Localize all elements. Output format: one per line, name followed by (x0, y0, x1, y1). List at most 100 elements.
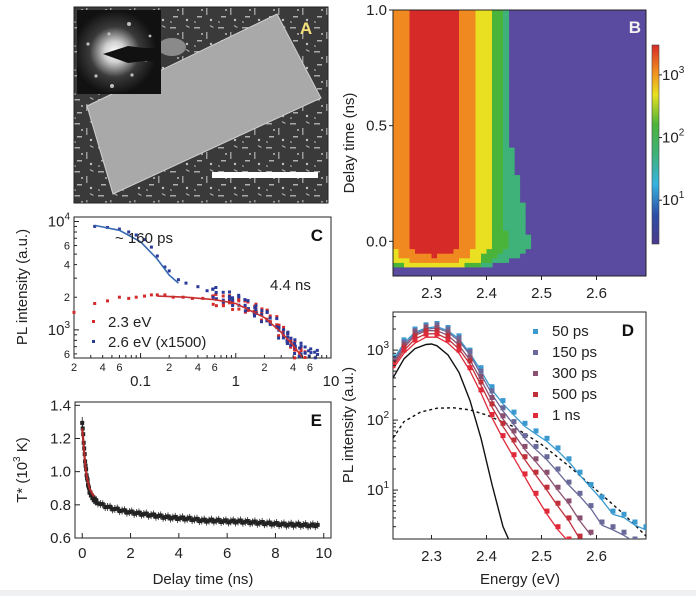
heatmap-cell (409, 243, 416, 250)
data-point-2-6ev (289, 336, 293, 340)
heatmap-cell (415, 257, 422, 263)
data-point-2-6ev (315, 348, 319, 352)
heatmap-cell (497, 147, 504, 153)
data-point-500-ps (467, 358, 473, 364)
heatmap-cell (420, 92, 427, 98)
heatmap-cell (404, 230, 411, 236)
heatmap-cell (459, 133, 466, 139)
data-point-2-6ev (253, 314, 256, 318)
data-point-300-ps (544, 469, 550, 475)
heatmap-cell (470, 253, 477, 259)
heatmap-cell (426, 55, 433, 62)
colorbar-tick-label: 101 (662, 190, 685, 209)
heatmap-cell (437, 133, 444, 139)
reference-curve-solid (393, 343, 510, 539)
heatmap-cell (431, 37, 438, 43)
heatmap-cell (486, 23, 493, 29)
data-point-2-6ev (297, 354, 301, 358)
heatmap-cell (453, 65, 460, 71)
heatmap-cell (437, 14, 444, 20)
data-point (178, 516, 183, 521)
heatmap-cell (514, 225, 521, 231)
heatmap-cell (393, 69, 400, 75)
heatmap-cell (497, 55, 504, 62)
heatmap-cell (481, 234, 488, 240)
heatmap-cell (486, 234, 493, 240)
heatmap-cell (503, 221, 510, 227)
heatmap-cell (398, 32, 405, 39)
heatmap-cell (448, 129, 455, 135)
data-point-150-ps (445, 326, 451, 332)
heatmap-cell (519, 211, 526, 217)
heatmap-cell (486, 97, 493, 103)
heatmap-cell (415, 106, 422, 112)
heatmap-cell (398, 110, 405, 117)
heatmap-cell (426, 143, 433, 149)
heatmap-cell (415, 83, 422, 89)
heatmap-cell (486, 184, 493, 190)
heatmap-cell (426, 83, 433, 89)
heatmap-cell (470, 147, 477, 153)
heatmap-cell (503, 101, 510, 107)
data-point (108, 504, 112, 509)
heatmap-cell (470, 248, 477, 254)
heatmap-cell (459, 211, 466, 217)
plot-frame-d (392, 311, 647, 540)
heatmap-cell (431, 78, 438, 84)
heatmap-cell (426, 46, 433, 52)
heatmap-cell (426, 170, 433, 176)
heatmap-cell (404, 165, 411, 172)
heatmap-cell (404, 156, 411, 162)
heatmap-cell (453, 120, 460, 126)
data-point (144, 511, 149, 516)
heatmap-cell (393, 101, 400, 107)
heatmap-cell (481, 202, 488, 208)
heatmap-cell (492, 14, 499, 20)
data-point-2-6ev (246, 299, 250, 303)
data-point-2-6ev (265, 311, 269, 314)
heatmap-cell (415, 69, 422, 75)
data-point-50-ps (621, 511, 627, 517)
heatmap-cell (470, 78, 477, 84)
data-point-2-6ev (309, 347, 313, 351)
heatmap-cell (415, 230, 422, 236)
data-point (211, 519, 216, 524)
heatmap-cell (448, 65, 455, 71)
bottom-strip (0, 590, 696, 596)
heatmap-cell (486, 101, 493, 107)
heatmap-cell (492, 42, 499, 48)
y-axis-title-d: PL intensity (a.u.) (340, 367, 357, 483)
heatmap-cell (486, 156, 493, 162)
data-point-1-ns (412, 337, 418, 343)
heatmap-cell (420, 69, 427, 75)
data-point-2-3ev (163, 293, 167, 297)
data-point (207, 518, 211, 523)
heatmap-cell (459, 28, 466, 34)
heatmap-cell (448, 138, 455, 144)
data-point-2-3ev (93, 302, 97, 305)
heatmap-cell (415, 32, 422, 39)
heatmap-cell (453, 193, 460, 199)
heatmap-cell (437, 37, 444, 43)
heatmap-cell (470, 65, 477, 71)
heatmap-cell (431, 239, 438, 245)
heatmap-cell (420, 60, 427, 66)
x-tick-label-b: 2.4 (476, 285, 497, 302)
heatmap-cell (404, 101, 411, 107)
data-point (291, 523, 296, 528)
data-point (228, 519, 233, 524)
heatmap-cell (404, 46, 411, 52)
heatmap-cell (459, 46, 466, 52)
heatmap-cell (442, 83, 449, 89)
heatmap-cell (431, 129, 438, 135)
heatmap-cell (398, 188, 405, 195)
heatmap-cell (431, 106, 438, 112)
heatmap-cell (415, 60, 422, 66)
data-point-150-ps (621, 529, 627, 535)
heatmap-cell (420, 110, 427, 117)
heatmap-cell (453, 175, 460, 181)
heatmap-cell (464, 138, 471, 144)
heatmap-cell (519, 221, 526, 227)
heatmap-cell (475, 37, 482, 43)
heatmap-cell (464, 69, 471, 75)
